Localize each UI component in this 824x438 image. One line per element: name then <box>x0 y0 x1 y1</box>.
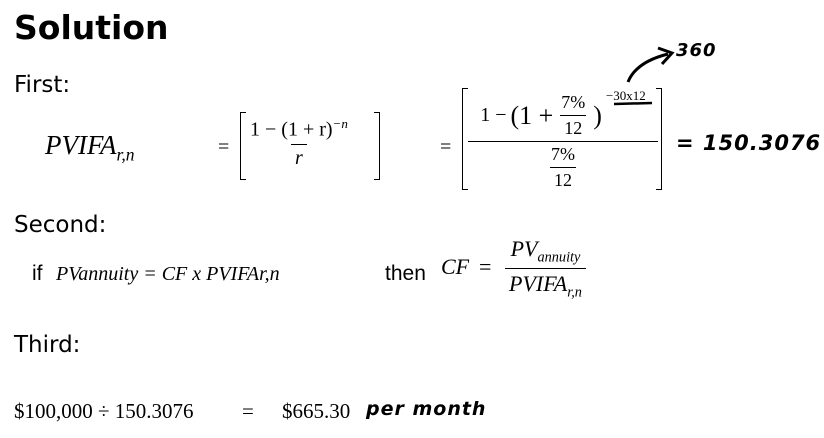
left-bracket-2 <box>462 88 468 190</box>
if-expression: PVannuity = CF x PVIFAr,n <box>56 263 280 285</box>
third-calculation: $100,000 ÷ 150.3076 <box>14 399 194 423</box>
right-bracket-1 <box>374 112 380 180</box>
pvifa-subscript: r,n <box>116 144 135 165</box>
equals-sign-4: = <box>242 399 254 423</box>
left-bracket-1 <box>240 112 246 180</box>
annotation-arrow-icon <box>626 52 669 83</box>
pvifa-formula: 1 − (1 + r)−n r <box>246 116 352 170</box>
arrowhead-icon <box>657 46 675 66</box>
sub-paren-right: ) <box>593 100 602 130</box>
equals-sign-2: = <box>440 136 452 158</box>
cf-fraction: PVannuity PVIFAr,n <box>505 236 586 302</box>
second-heading: Second: <box>14 212 107 238</box>
sub-rate-denominator: 12 <box>560 115 587 139</box>
then-word: then <box>385 262 426 285</box>
pvifa-den-subscript: r,n <box>567 284 582 301</box>
pvifa-symbol: PVIFAr,n <box>45 130 135 165</box>
sub-den-denominator: 12 <box>550 167 576 191</box>
equals-sign-1: = <box>218 136 230 158</box>
per-month-note: per month <box>366 398 487 420</box>
substituted-formula: 1 − (1 + 7% 12 ) −30x12 7% 12 <box>468 88 658 191</box>
first-result: = 150.3076 <box>676 131 822 155</box>
page-title: Solution <box>14 8 169 47</box>
pvifa-label: PVIFA <box>45 130 117 160</box>
cf-symbol: CF <box>441 254 470 279</box>
formula-denominator: r <box>291 143 307 170</box>
sub-rate-numerator: 7% <box>561 92 586 112</box>
pvifa-den-label: PVIFA <box>509 271 568 297</box>
exponent-underline <box>613 101 653 106</box>
sub-den-numerator: 7% <box>551 144 575 164</box>
sub-paren-left: (1 + <box>510 100 554 130</box>
sub-num-one: 1 − <box>480 104 507 126</box>
third-answer: $665.30 <box>282 399 351 423</box>
right-bracket-2 <box>656 88 662 190</box>
third-heading: Third: <box>14 332 81 358</box>
if-word: if <box>32 262 43 285</box>
sub-exponent: −30x12 <box>605 88 646 103</box>
equals-sign-3: = <box>479 254 492 279</box>
annotation-360: 360 <box>676 40 717 61</box>
formula-numerator: 1 − (1 + r) <box>250 118 333 141</box>
first-heading: First: <box>14 72 71 98</box>
pv-label: PV <box>510 236 538 261</box>
pv-subscript: annuity <box>537 249 581 266</box>
formula-exponent: −n <box>332 116 348 131</box>
